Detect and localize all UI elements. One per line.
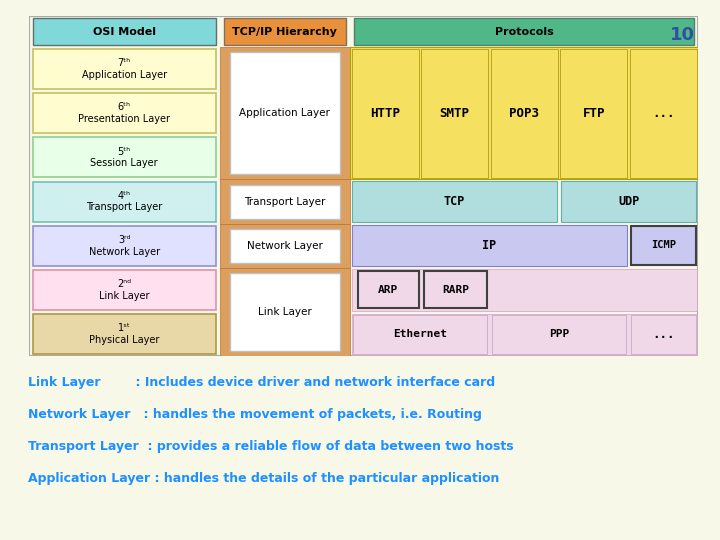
Text: SMTP: SMTP (440, 107, 469, 120)
Text: Transport Layer: Transport Layer (244, 197, 325, 207)
FancyBboxPatch shape (33, 93, 215, 133)
Text: OSI Model: OSI Model (93, 26, 156, 37)
FancyBboxPatch shape (631, 315, 696, 354)
Text: Application Layer : handles the details of the particular application: Application Layer : handles the details … (29, 472, 500, 485)
Text: POP3: POP3 (509, 107, 539, 120)
FancyBboxPatch shape (351, 269, 697, 311)
FancyBboxPatch shape (351, 49, 418, 178)
FancyBboxPatch shape (359, 271, 418, 308)
Text: Ethernet: Ethernet (393, 329, 447, 339)
Text: 2ⁿᵈ
Link Layer: 2ⁿᵈ Link Layer (99, 279, 150, 301)
Text: Link Layer: Link Layer (258, 307, 312, 317)
FancyBboxPatch shape (220, 179, 350, 224)
FancyBboxPatch shape (33, 18, 215, 45)
FancyBboxPatch shape (560, 49, 627, 178)
FancyBboxPatch shape (492, 315, 626, 354)
Text: Protocols: Protocols (495, 26, 554, 37)
Text: 5ᵗʰ
Session Layer: 5ᵗʰ Session Layer (91, 146, 158, 168)
FancyBboxPatch shape (350, 47, 698, 179)
Text: 3ʳᵈ
Network Layer: 3ʳᵈ Network Layer (89, 235, 160, 256)
FancyBboxPatch shape (352, 225, 626, 266)
Text: 7ᵗʰ
Application Layer: 7ᵗʰ Application Layer (81, 58, 167, 80)
Text: 1ˢᵗ
Physical Layer: 1ˢᵗ Physical Layer (89, 323, 159, 345)
FancyBboxPatch shape (33, 314, 215, 354)
Text: ARP: ARP (378, 285, 398, 295)
FancyBboxPatch shape (230, 52, 340, 174)
FancyBboxPatch shape (230, 229, 340, 263)
Text: Link Layer        : Includes device driver and network interface card: Link Layer : Includes device driver and … (29, 376, 495, 389)
FancyBboxPatch shape (33, 49, 215, 89)
FancyBboxPatch shape (29, 16, 698, 356)
FancyBboxPatch shape (33, 270, 215, 310)
Text: 6ᵗʰ
Presentation Layer: 6ᵗʰ Presentation Layer (78, 103, 170, 124)
FancyBboxPatch shape (33, 137, 215, 178)
Text: Transport Layer  : provides a reliable flow of data between two hosts: Transport Layer : provides a reliable fl… (29, 440, 514, 453)
FancyBboxPatch shape (631, 226, 696, 265)
FancyBboxPatch shape (630, 49, 697, 178)
FancyBboxPatch shape (424, 271, 487, 308)
FancyBboxPatch shape (33, 226, 215, 266)
Text: ...: ... (652, 107, 675, 120)
Text: FTP: FTP (582, 107, 606, 120)
FancyBboxPatch shape (230, 185, 340, 219)
Text: UDP: UDP (618, 195, 639, 208)
Text: PPP: PPP (549, 329, 570, 339)
Text: ICMP: ICMP (651, 240, 676, 251)
Text: TCP/IP Hierarchy: TCP/IP Hierarchy (233, 26, 338, 37)
FancyBboxPatch shape (353, 315, 487, 354)
Text: RARP: RARP (442, 285, 469, 295)
Text: 10: 10 (670, 26, 695, 44)
FancyBboxPatch shape (220, 224, 350, 268)
Text: IP: IP (482, 239, 497, 252)
Text: ...: ... (652, 328, 675, 341)
FancyBboxPatch shape (354, 18, 694, 45)
Text: Network Layer: Network Layer (247, 241, 323, 251)
Text: Application Layer: Application Layer (240, 108, 330, 118)
FancyBboxPatch shape (352, 181, 557, 222)
FancyBboxPatch shape (351, 314, 697, 355)
FancyBboxPatch shape (491, 49, 558, 178)
FancyBboxPatch shape (33, 181, 215, 222)
FancyBboxPatch shape (220, 268, 350, 356)
FancyBboxPatch shape (561, 181, 696, 222)
Text: 4ᵗʰ
Transport Layer: 4ᵗʰ Transport Layer (86, 191, 162, 212)
Text: Network Layer   : handles the movement of packets, i.e. Routing: Network Layer : handles the movement of … (29, 408, 482, 421)
Text: HTTP: HTTP (370, 107, 400, 120)
FancyBboxPatch shape (220, 47, 350, 179)
FancyBboxPatch shape (230, 273, 340, 352)
Text: TCP: TCP (444, 195, 465, 208)
FancyBboxPatch shape (421, 49, 488, 178)
FancyBboxPatch shape (224, 18, 346, 45)
